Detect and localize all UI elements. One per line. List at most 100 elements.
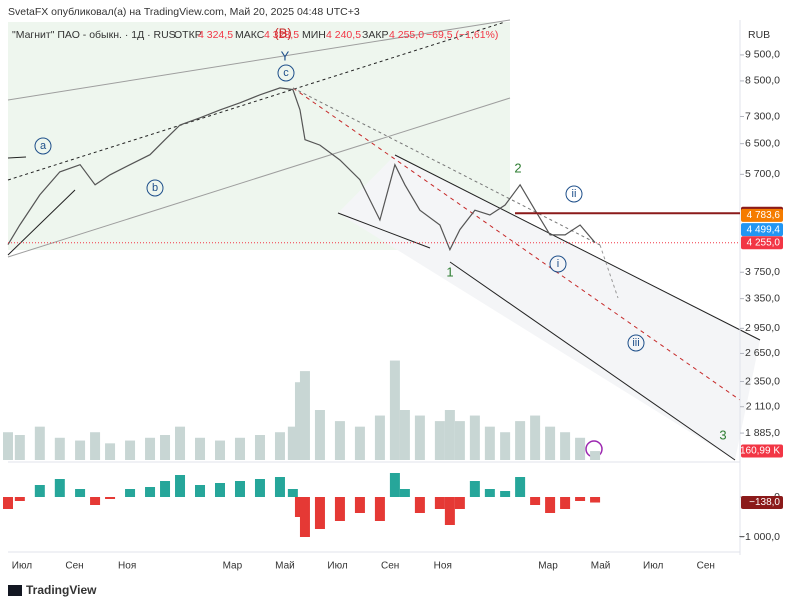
bar	[105, 443, 116, 460]
open-label: ОТКР	[174, 29, 202, 41]
currency: RUB	[748, 29, 770, 41]
bar	[195, 437, 206, 460]
bar	[575, 437, 586, 460]
bar	[530, 497, 541, 505]
x-tick-label: Июл	[12, 561, 32, 572]
bar	[175, 426, 186, 460]
bar	[414, 497, 425, 513]
bar	[125, 489, 136, 497]
x-tick-label: Мар	[223, 561, 243, 572]
bar	[75, 489, 86, 497]
bar	[515, 421, 526, 460]
x-tick-label: Сен	[381, 561, 399, 572]
price-badge-label: −138,0	[749, 497, 780, 508]
price-badge	[741, 236, 783, 250]
x-tick-label: Ноя	[434, 561, 452, 572]
price-badge	[741, 208, 783, 222]
bar	[254, 479, 265, 497]
price-badge-label: 4 255,0	[747, 237, 781, 248]
y-tick-label: 2 110,0	[746, 400, 780, 412]
bar	[334, 421, 345, 460]
bar	[545, 426, 556, 460]
bar	[484, 426, 495, 460]
wave-label: 1	[446, 264, 453, 279]
bar	[160, 481, 171, 497]
bar	[545, 497, 556, 513]
close: 4 255,0	[389, 29, 424, 41]
bar	[34, 426, 45, 460]
bar	[484, 489, 495, 497]
bar	[500, 432, 511, 460]
wave-circle	[549, 255, 567, 273]
wave-label: i	[557, 258, 559, 270]
wave-circle	[146, 179, 164, 197]
bar	[3, 497, 13, 509]
symbol: "Магнит" ПАО - обыкн. · 1Д · RUS	[12, 29, 176, 41]
price-badge-label: 160,99 K	[740, 446, 780, 457]
bar	[454, 421, 465, 460]
trend-line	[7, 156, 27, 159]
bar	[274, 477, 285, 497]
bar	[389, 473, 400, 497]
bar	[195, 485, 206, 497]
bar	[125, 440, 136, 460]
y-tick-label: 3 750,0	[745, 266, 780, 278]
y-tick-label: 1 885,0	[745, 427, 780, 439]
bar	[354, 426, 365, 460]
bar	[54, 479, 65, 497]
bar	[254, 435, 265, 460]
y-tick-label: 3 350,0	[745, 292, 780, 304]
wave-label: (B)	[274, 25, 291, 40]
price-badge-label: 4 783,6	[747, 210, 781, 221]
y-tick-label: 5 700,0	[745, 168, 780, 180]
wave-circle	[34, 137, 52, 155]
low-label: МИН	[302, 29, 326, 41]
bar	[374, 497, 385, 521]
bar	[399, 410, 410, 460]
bar	[234, 437, 245, 460]
bar	[287, 426, 298, 460]
bar	[234, 481, 245, 497]
bar	[590, 451, 601, 460]
bar	[75, 440, 86, 460]
bar	[274, 432, 285, 460]
x-tick-label: Сен	[65, 561, 83, 572]
bar	[469, 415, 480, 460]
bar	[175, 475, 186, 497]
wave-label: b	[152, 182, 158, 194]
price-badge	[741, 496, 783, 510]
bar	[214, 440, 225, 460]
x-tick-label: Сен	[697, 561, 715, 572]
bar	[145, 437, 156, 460]
bar	[515, 477, 526, 497]
wave-label: 3	[719, 427, 726, 442]
bar	[160, 435, 171, 460]
wave-label: Y	[281, 48, 290, 63]
bar	[469, 481, 480, 497]
bar	[454, 497, 465, 509]
wave-label: c	[283, 67, 289, 79]
low: 4 240,5	[326, 29, 361, 41]
bar	[334, 497, 345, 521]
y-tick-label: −1 000,0	[739, 531, 780, 543]
bar	[145, 487, 156, 497]
bar	[214, 483, 225, 497]
logo-mark	[8, 585, 22, 596]
channel-line	[394, 154, 761, 341]
wave-label: iii	[632, 337, 639, 349]
channel-fill	[338, 155, 760, 460]
high-label: МАКС	[235, 29, 265, 41]
bar	[434, 421, 445, 460]
bar	[105, 497, 116, 499]
price-line	[7, 87, 596, 252]
x-tick-label: Мар	[538, 561, 558, 572]
close-label: ЗАКР	[362, 29, 388, 41]
bar	[14, 497, 25, 501]
channel-line	[337, 212, 431, 249]
price-badge-label: 4 499,4	[747, 224, 781, 235]
x-tick-label: Июл	[643, 561, 663, 572]
trend-line	[7, 189, 76, 256]
bar	[34, 485, 45, 497]
bar	[399, 489, 410, 497]
channel-line	[7, 19, 511, 101]
